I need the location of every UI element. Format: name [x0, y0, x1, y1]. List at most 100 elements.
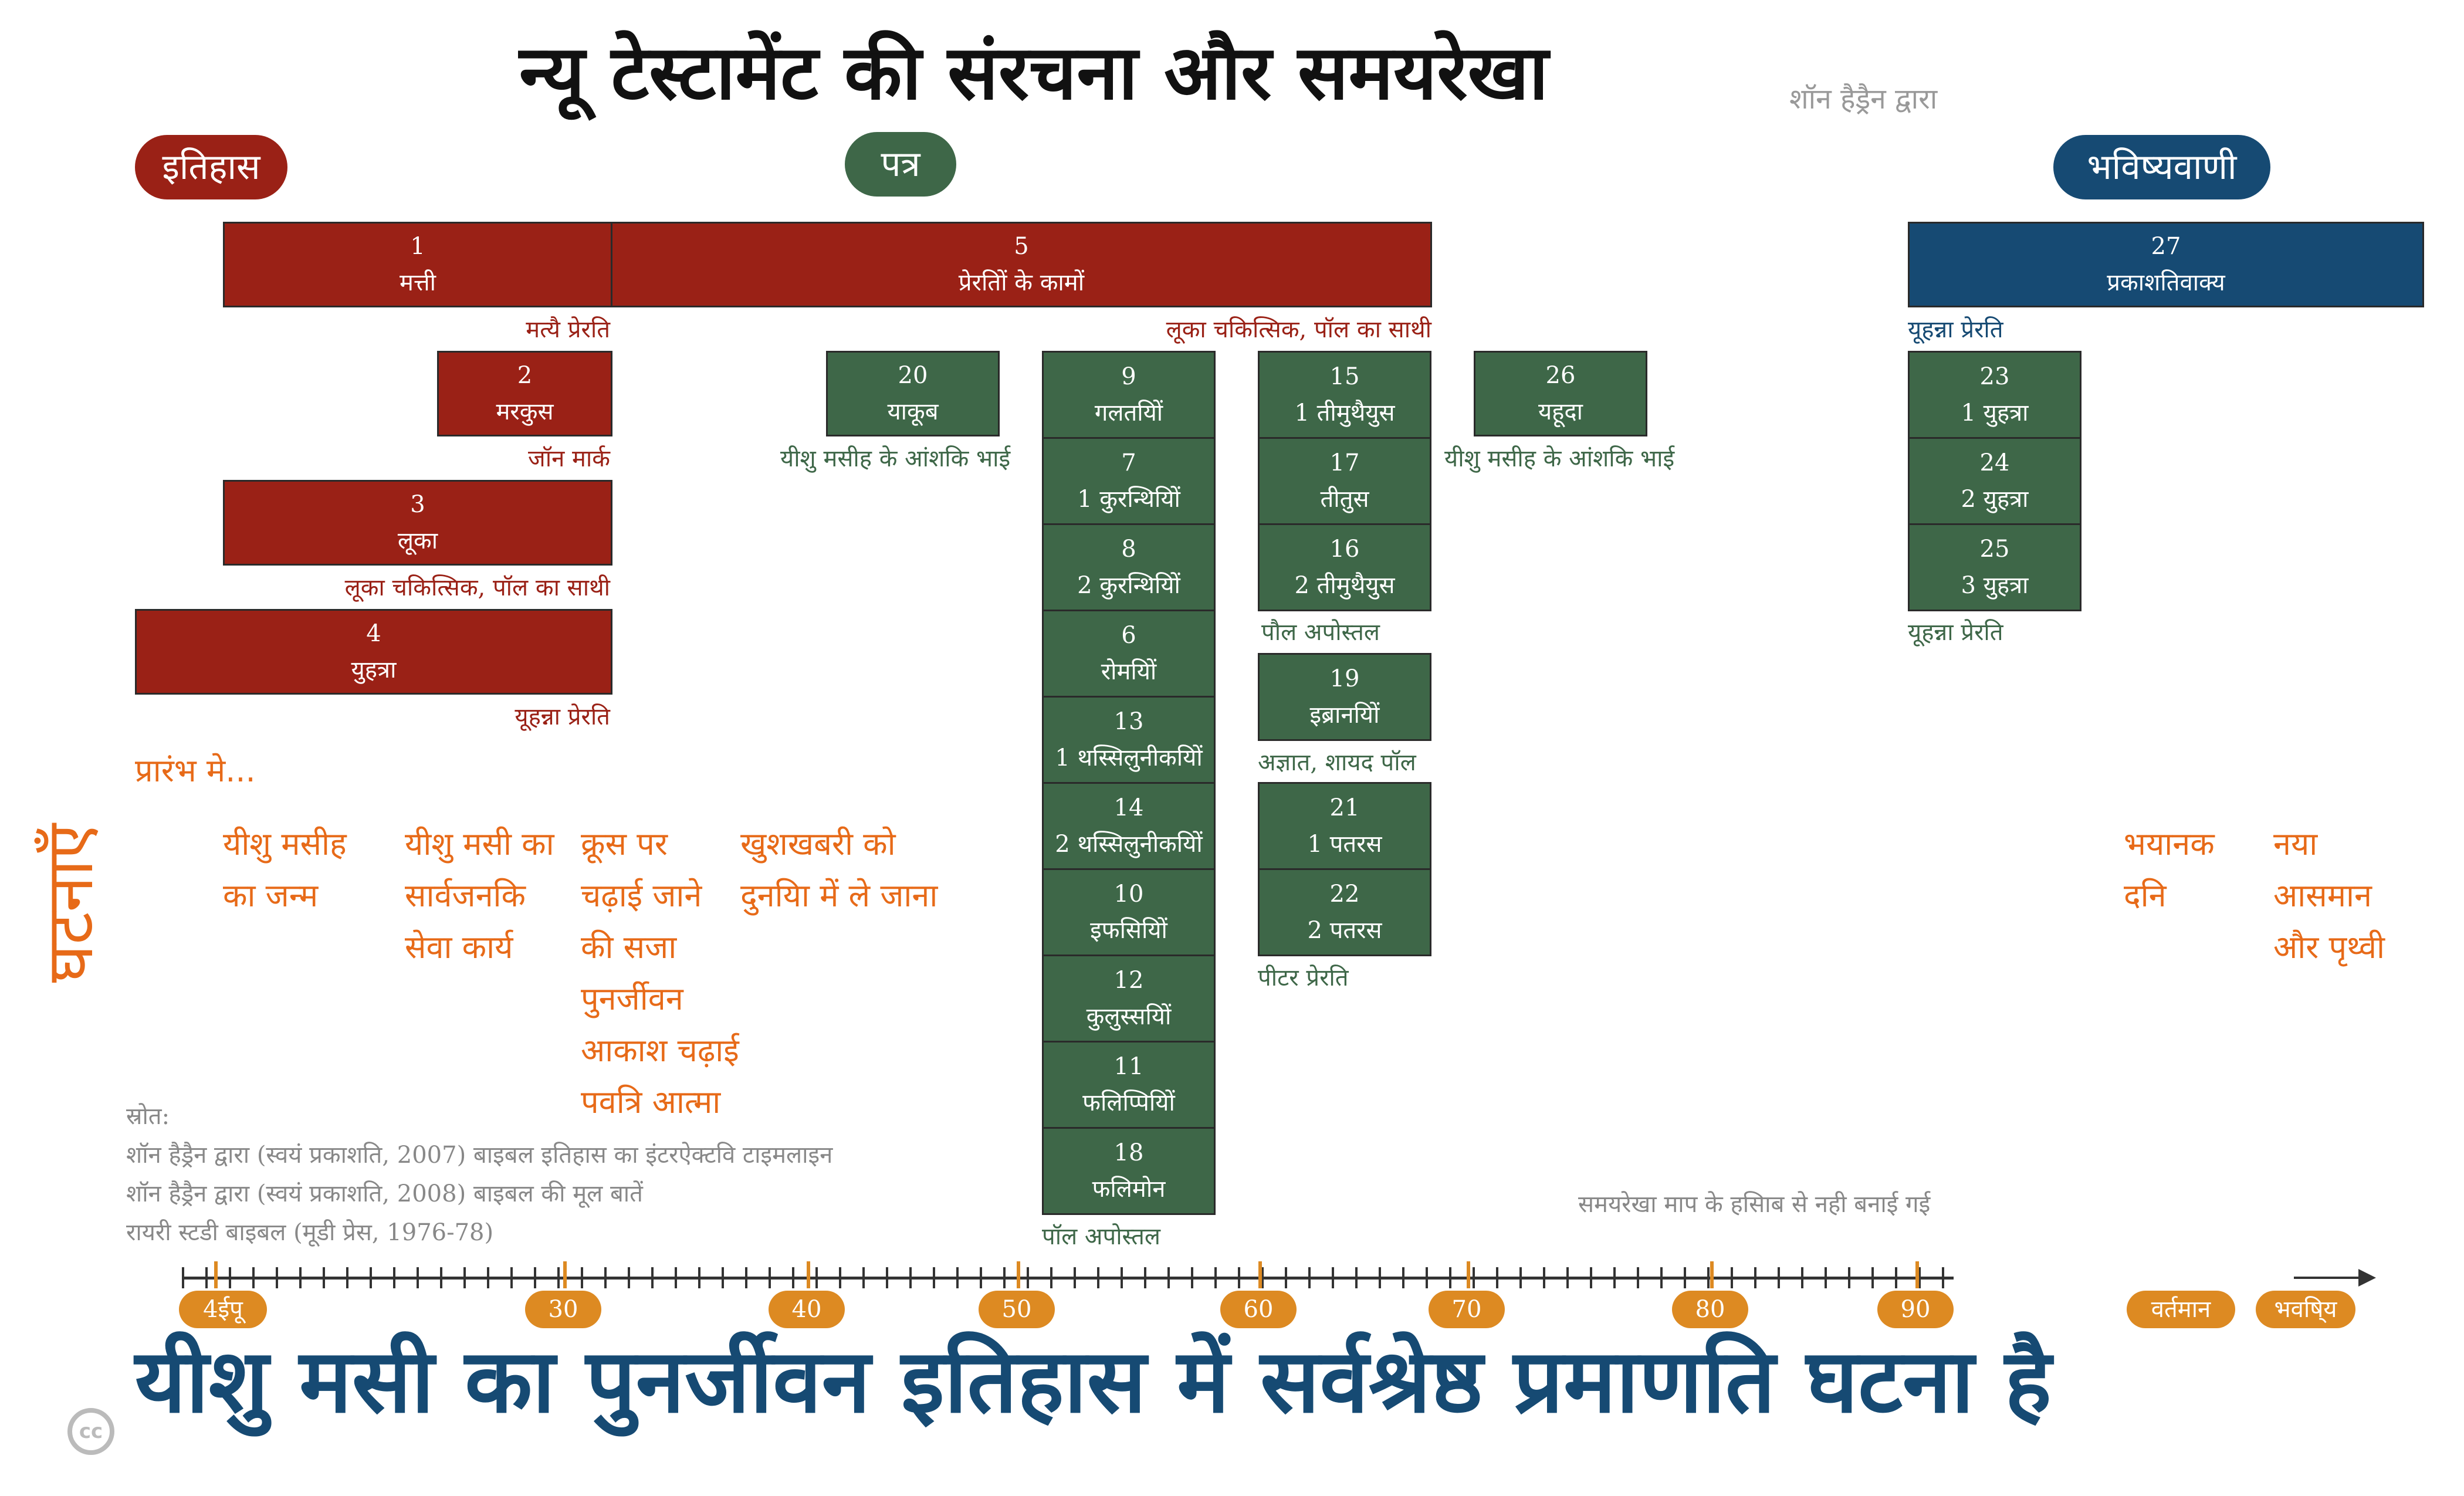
book-number: 9 — [1121, 363, 1136, 390]
book-number: 23 — [1979, 363, 2010, 390]
timeline-tick — [1918, 1267, 1921, 1288]
book-name: इफसियिों — [1090, 917, 1167, 944]
timeline-tick — [909, 1267, 912, 1288]
timeline-tick — [1214, 1267, 1217, 1288]
timeline-label-40: 40 — [769, 1291, 845, 1328]
timeline-tick — [1003, 1267, 1006, 1288]
book-box-philippians: 11 फलिप्पियिों — [1042, 1041, 1216, 1129]
timeline-tick — [1473, 1267, 1475, 1288]
timeline-tick — [370, 1267, 372, 1288]
timeline-tick — [886, 1267, 888, 1288]
timeline-tick — [463, 1267, 466, 1288]
timeline-tick — [651, 1267, 654, 1288]
book-name: 2 पतरस — [1307, 917, 1382, 944]
timeline-tick — [1379, 1267, 1381, 1288]
timeline-tick — [1050, 1267, 1052, 1288]
book-name: लूका — [397, 527, 438, 554]
timeline-tick — [182, 1267, 184, 1288]
timeline-tick — [1871, 1267, 1874, 1288]
timeline-tick — [534, 1267, 536, 1288]
author-acts: लूका चकित्सिक, पॉल का साथी — [1166, 316, 1431, 343]
byline: शॉन हैड्रैन द्वारा — [1789, 83, 1938, 116]
timeline-major-tick — [1258, 1261, 1262, 1288]
book-name: 1 युहत्रा — [1961, 400, 2029, 427]
book-name: प्रकाशतिवाक्य — [2107, 269, 2225, 296]
author-hebrews: अज्ञात, शायद पॉल — [1258, 749, 1416, 776]
book-number: 16 — [1329, 536, 1360, 563]
book-box-luke: 3 लूका — [223, 480, 612, 566]
event-birth: यीशु मसीह का जन्म — [223, 825, 347, 914]
timeline-tick — [1332, 1267, 1334, 1288]
timeline-tick — [628, 1267, 630, 1288]
book-number: 15 — [1329, 363, 1360, 390]
timeline-tick — [769, 1267, 771, 1288]
book-name: मरकुस — [496, 398, 554, 425]
timeline-tick — [440, 1267, 442, 1288]
timeline-tick — [417, 1267, 419, 1288]
timeline-tick — [229, 1267, 231, 1288]
book-box-colossians: 12 कुलुस्सयिों — [1042, 955, 1216, 1043]
timeline-major-tick — [1915, 1261, 1919, 1288]
timeline-tick — [1660, 1267, 1663, 1288]
timeline-major-tick — [563, 1261, 567, 1288]
timeline-tick — [675, 1267, 677, 1288]
page-title: न्यू टेस्टामेंट की संरचना और समयरेखा — [519, 29, 1549, 117]
timeline-tick — [252, 1267, 255, 1288]
book-box-1-john: 23 1 युहत्रा — [1908, 351, 2081, 439]
author-john-letters: यूहन्ना प्रेरति — [1908, 619, 2003, 646]
book-box-revelation: 27 प्रकाशतिवाक्य — [1908, 222, 2424, 307]
book-name: 2 थस्सिलुनीकयिों — [1055, 831, 1203, 858]
timeline-tick — [1402, 1267, 1404, 1288]
future-arrow-line — [2294, 1277, 2364, 1279]
timeline-tick — [792, 1267, 794, 1288]
book-number: 2 — [517, 362, 533, 389]
book-name: फलिमोन — [1092, 1176, 1166, 1203]
timeline-tick — [393, 1267, 395, 1288]
book-name: 2 युहत्रा — [1961, 486, 2029, 513]
event-crucifixion: क्रूस पर चढ़ाई जाने की सजा पुनर्जीवन आका… — [581, 825, 739, 1121]
events-intro: प्रारंभ मे... — [135, 752, 256, 789]
book-number: 11 — [1113, 1053, 1144, 1080]
timeline-tick — [1144, 1267, 1146, 1288]
book-box-2-corinthians: 8 2 कुरन्थियिों — [1042, 523, 1216, 611]
source-3: रायरी स्टडी बाइबल (मूडी प्रेस, 1976-78) — [126, 1219, 494, 1246]
timeline-tick — [581, 1267, 583, 1288]
event-ministry: यीशु मसी का सार्वजनकि सेवा कार्य — [405, 825, 554, 966]
timeline-label-80: 80 — [1672, 1291, 1748, 1328]
creative-commons-icon: cc — [67, 1408, 114, 1455]
future-arrow-icon — [2358, 1269, 2376, 1287]
book-number: 8 — [1121, 536, 1136, 563]
timeline-tick — [956, 1267, 959, 1288]
timeline-tick — [1121, 1267, 1123, 1288]
timeline-tick — [933, 1267, 935, 1288]
book-box-matthew: 1 मत्ती — [223, 222, 612, 307]
timeline-label-30: 30 — [525, 1291, 601, 1328]
book-name: गलतयिों — [1094, 400, 1163, 427]
timeline-tick — [604, 1267, 607, 1288]
event-new-heaven: नया आसमान और पृथ्वी — [2273, 825, 2385, 966]
book-box-philemon: 18 फलिमोन — [1042, 1127, 1216, 1215]
book-box-1-timothy: 15 1 तीमुथैयुस — [1258, 351, 1431, 439]
book-number: 17 — [1329, 449, 1360, 476]
timeline-tick — [1449, 1267, 1451, 1288]
timeline-major-tick — [1017, 1261, 1020, 1288]
book-number: 21 — [1329, 794, 1360, 821]
timeline-tick — [1543, 1267, 1545, 1288]
timeline-tick — [862, 1267, 865, 1288]
timeline-tick — [1825, 1267, 1827, 1288]
author-james: यीशु मसीह के आंशकि भाई — [780, 445, 1011, 472]
timeline-tick — [1308, 1267, 1311, 1288]
author-pastoral: पौल अपोस्तल — [1261, 619, 1380, 646]
book-box-acts: 5 प्रेरतिों के कामों — [611, 222, 1432, 307]
book-number: 10 — [1113, 881, 1144, 908]
book-number: 18 — [1113, 1139, 1144, 1166]
timeline-tick — [1637, 1267, 1639, 1288]
timeline-tick — [510, 1267, 513, 1288]
book-number: 27 — [2151, 233, 2181, 260]
book-number: 13 — [1113, 708, 1144, 735]
timeline-tick — [745, 1267, 747, 1288]
timeline-tick — [205, 1267, 208, 1288]
book-box-1-corinthians: 7 1 कुरन्थियिों — [1042, 437, 1216, 525]
category-prophecy: भविष्यवाणी — [2053, 135, 2270, 199]
book-name: युहत्रा — [351, 656, 397, 683]
